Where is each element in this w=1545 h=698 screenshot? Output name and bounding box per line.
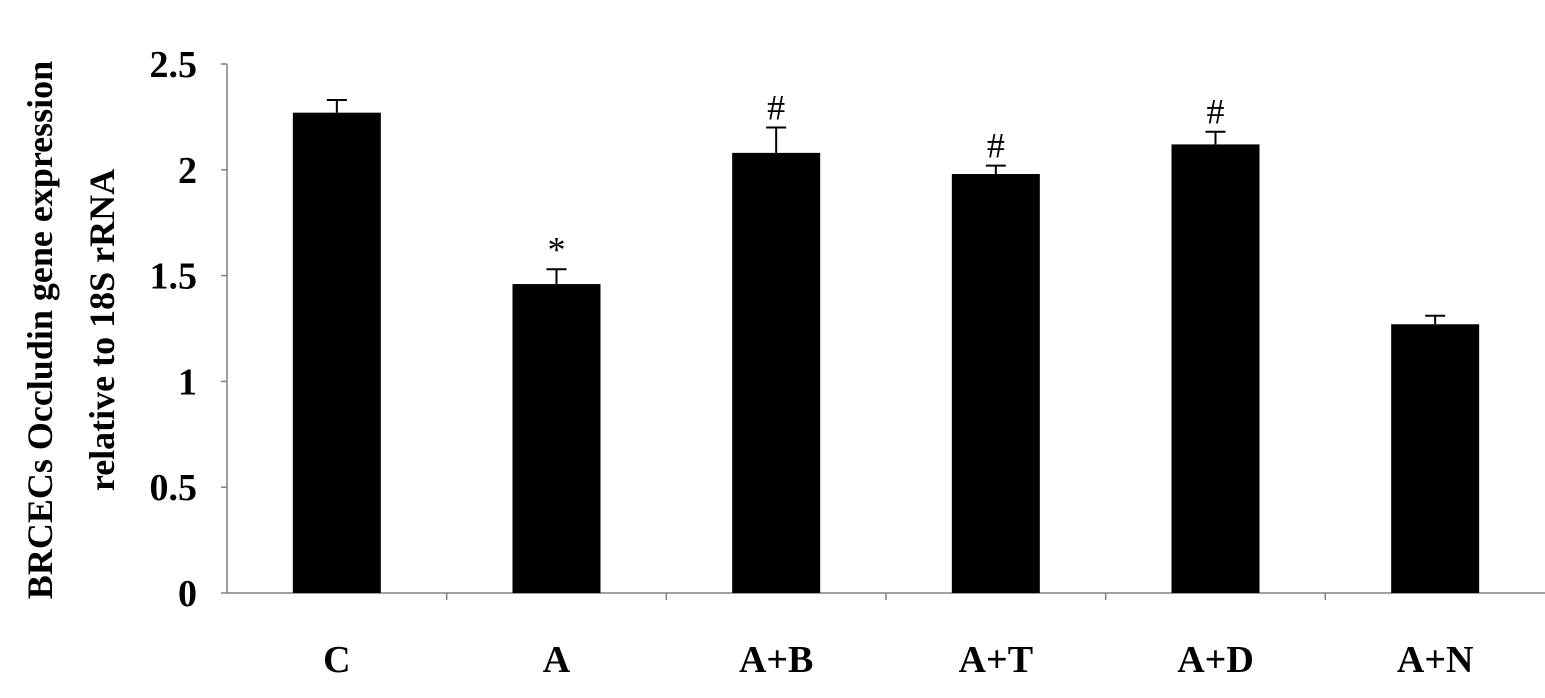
bar-c — [293, 113, 381, 593]
plot-area: 0 0.5 1 1.5 2 2.5 C * A # A+B # A+T # A+D A+N — [150, 44, 1545, 681]
y-tick-label: 2 — [178, 150, 197, 192]
significance-marker: * — [548, 229, 566, 269]
y-axis-title-line-2: relative to 18S rRNA — [82, 169, 122, 491]
y-axis-title: BRCECs Occludin gene expression relative… — [20, 61, 122, 599]
y-tick-label: 0 — [178, 573, 197, 615]
x-category-label: A+B — [739, 639, 813, 681]
x-category-label: C — [323, 639, 350, 681]
bar-a-t — [952, 174, 1040, 593]
significance-marker: # — [987, 126, 1005, 166]
bar-a-n — [1391, 324, 1479, 593]
significance-marker: # — [1207, 92, 1225, 132]
x-category-label: A+D — [1177, 639, 1254, 681]
y-tick-label: 1.5 — [150, 256, 198, 298]
x-category-label: A — [543, 639, 571, 681]
y-tick-label: 1 — [178, 361, 197, 403]
y-axis-title-line-1: BRCECs Occludin gene expression — [20, 61, 60, 599]
bar-a — [513, 284, 601, 593]
bar-a-d — [1172, 144, 1260, 593]
y-tick-label: 2.5 — [150, 44, 198, 86]
significance-marker: # — [767, 87, 785, 127]
y-tick-label: 0.5 — [150, 467, 198, 509]
x-category-label: A+N — [1397, 639, 1474, 681]
bar-a-b — [732, 153, 820, 593]
x-category-label: A+T — [959, 639, 1033, 681]
